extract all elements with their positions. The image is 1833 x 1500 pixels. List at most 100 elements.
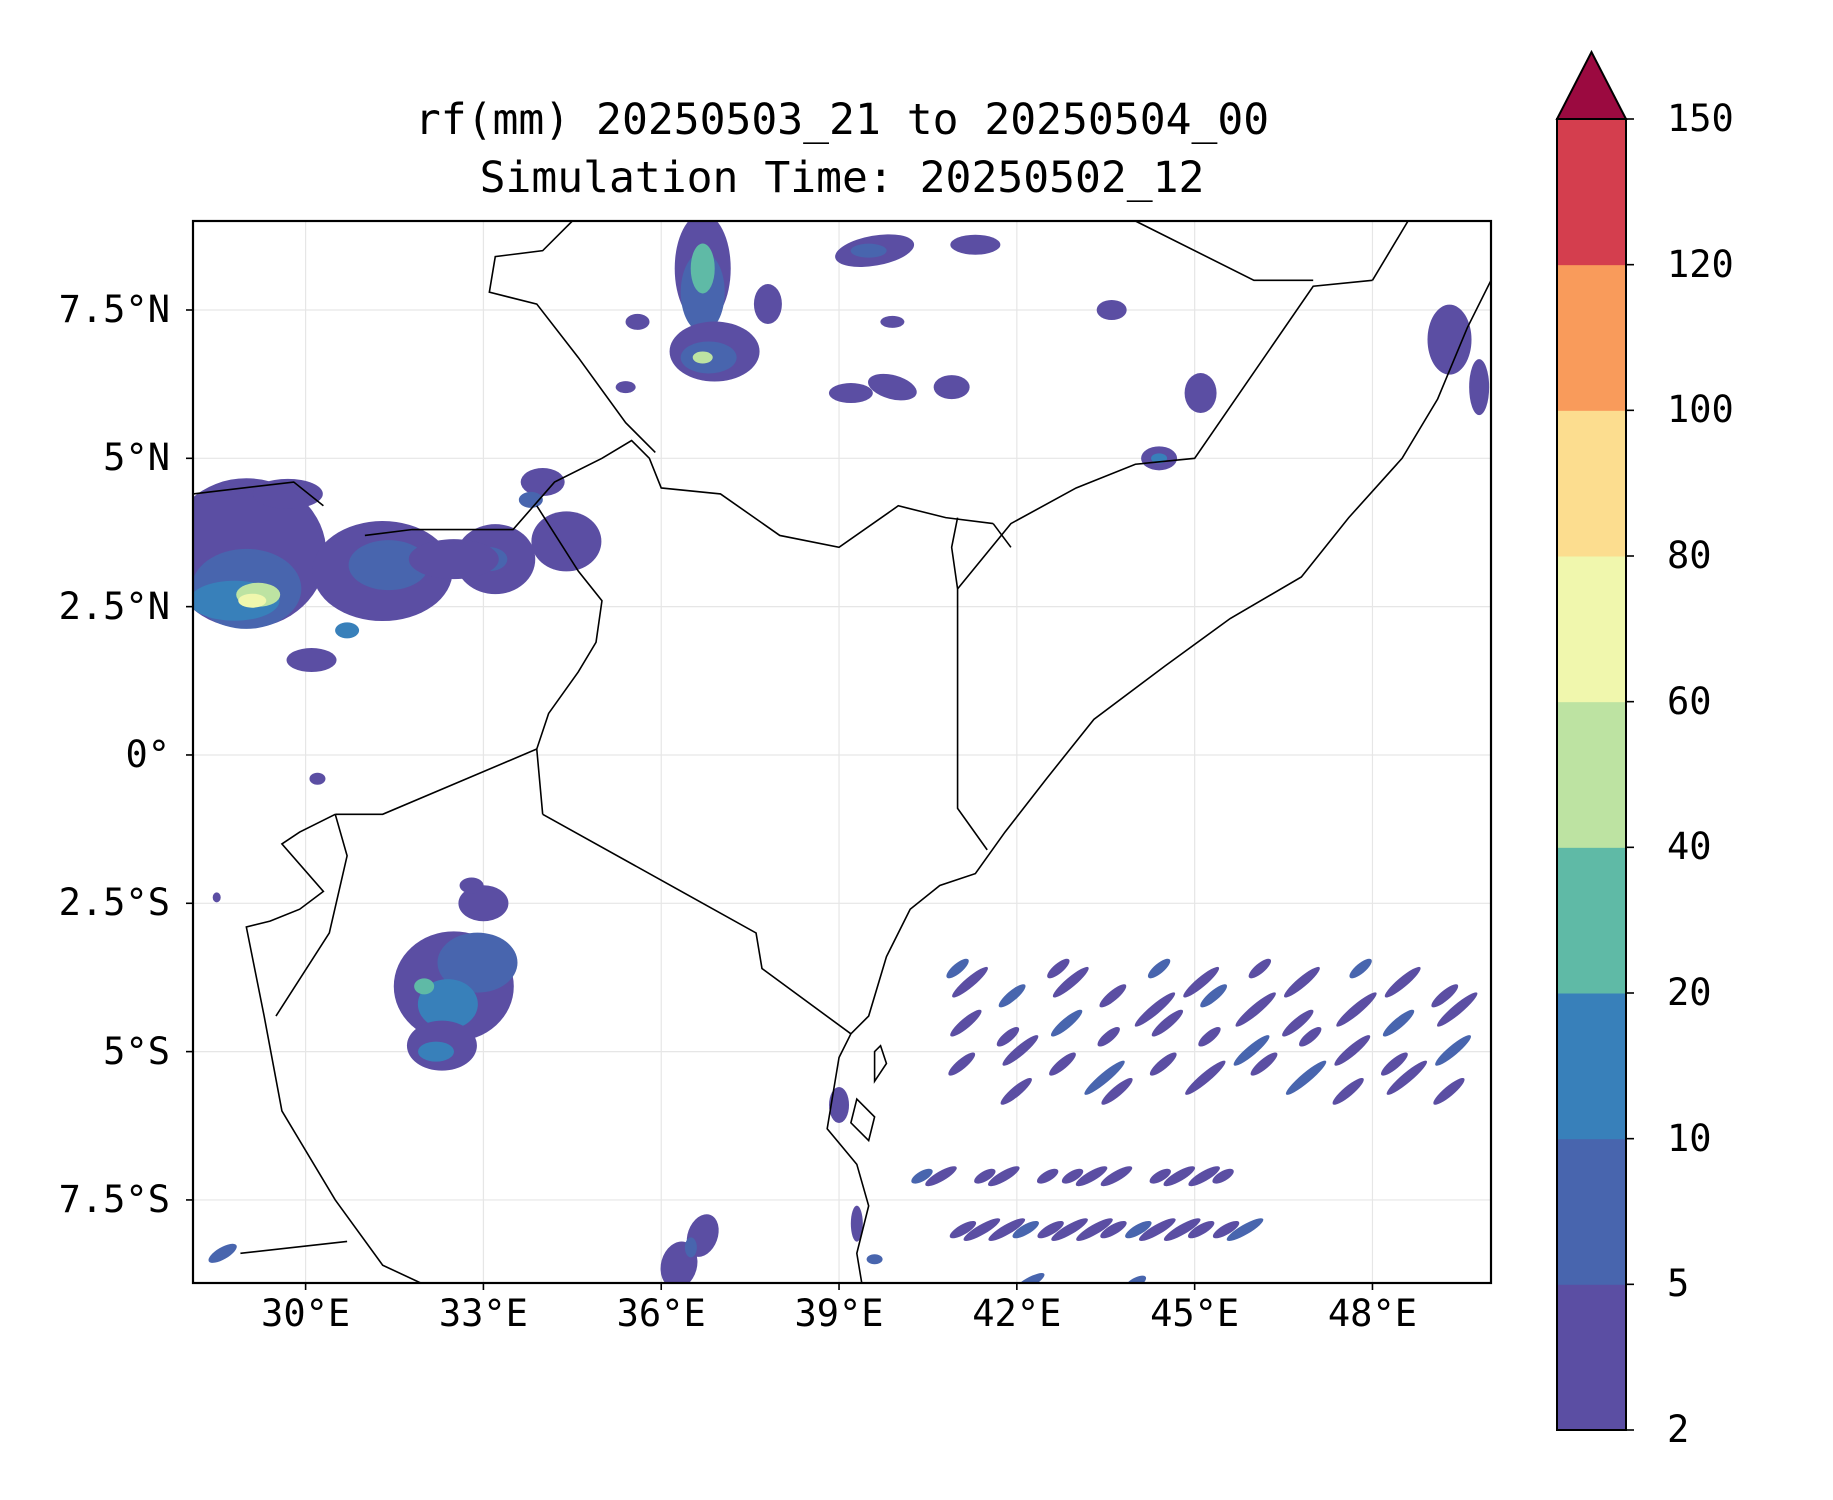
x-tick-label: 36°E <box>616 1292 706 1335</box>
colorbar-tick-label: 2 <box>1667 1408 1690 1451</box>
rain-cell <box>1431 984 1459 1008</box>
rain-cell <box>1076 1218 1113 1241</box>
x-tick-label: 48°E <box>1327 1292 1417 1335</box>
colorbar-tick-label: 20 <box>1667 971 1712 1014</box>
rain-cell <box>1084 1060 1125 1095</box>
y-tick-label: 0° <box>125 732 170 776</box>
rain-cell <box>1125 1220 1152 1239</box>
rain-cell <box>212 892 221 903</box>
rain-cell <box>1284 966 1320 998</box>
rain-cell <box>1386 1060 1428 1095</box>
rain-cell <box>1250 1052 1278 1076</box>
rain-cell <box>1096 299 1127 320</box>
y-tick-label: 7.5°S <box>58 1177 170 1221</box>
rain-cell <box>615 381 636 394</box>
rain-cell <box>1437 992 1478 1027</box>
rain-cell <box>1075 1166 1108 1187</box>
colorbar-tick-label: 60 <box>1667 679 1712 723</box>
y-tick-label: 5°N <box>103 436 170 480</box>
colorbar-segment <box>1557 1138 1626 1285</box>
rain-cell <box>1049 1052 1076 1076</box>
rain-cell <box>414 978 435 995</box>
rain-cell <box>418 1041 455 1062</box>
colorbar-tick-label: 80 <box>1667 534 1712 577</box>
rain-cell <box>1100 1220 1127 1239</box>
border-line <box>535 505 603 815</box>
rain-cell <box>880 315 905 328</box>
border-line <box>275 814 348 1017</box>
border-line <box>245 813 423 1283</box>
rain-cell <box>963 1218 1001 1241</box>
rain-cell <box>1299 1027 1322 1047</box>
rain-cell <box>1200 984 1228 1008</box>
rain-cell <box>1163 1166 1196 1187</box>
rain-cell <box>286 648 337 673</box>
rain-cell <box>1149 1168 1171 1184</box>
rain-cell <box>531 511 602 572</box>
colorbar-segment <box>1557 701 1626 848</box>
rain-cell <box>996 1027 1020 1047</box>
rain-cell <box>1000 1077 1032 1105</box>
colorbar-segment <box>1557 410 1626 557</box>
rain-cell <box>1101 1077 1133 1105</box>
rain-cell <box>437 932 518 993</box>
rain-cell <box>625 313 650 330</box>
rain-cell <box>684 1237 697 1258</box>
x-tick-label: 42°E <box>972 1292 1062 1335</box>
map-frame <box>191 219 1493 1285</box>
rain-cell <box>998 984 1026 1008</box>
border-line <box>240 1240 348 1255</box>
rain-cell <box>988 1218 1026 1241</box>
rain-cell <box>1248 958 1272 979</box>
rain-cell <box>1149 1052 1177 1076</box>
colorbar-segment <box>1557 1284 1626 1431</box>
y-tick-label: 7.5°N <box>58 287 170 331</box>
colorbar-tick-label: 10 <box>1667 1116 1712 1160</box>
rain-cell <box>1012 1273 1045 1283</box>
rain-cell <box>408 539 499 580</box>
rain-cell <box>974 1168 996 1184</box>
border-line <box>956 279 1373 590</box>
colorbar-tick-label: 100 <box>1667 388 1734 432</box>
colorbar-segment <box>1557 264 1626 411</box>
rainfall-contours <box>193 221 1490 1283</box>
rain-cell <box>1332 1077 1364 1105</box>
rain-cell <box>850 1205 863 1242</box>
rain-cell <box>238 593 267 608</box>
colorbar-tick-label: 120 <box>1667 242 1734 286</box>
rain-cell <box>828 383 873 404</box>
rain-cell <box>1433 1077 1465 1105</box>
colorbar-tick-label: 5 <box>1667 1262 1690 1306</box>
rain-cell <box>335 622 360 639</box>
rain-cell <box>1183 966 1220 998</box>
rain-cell <box>1061 1168 1084 1184</box>
border-line <box>335 748 538 816</box>
rain-cell <box>946 958 969 979</box>
rain-cell <box>252 478 323 509</box>
rain-cell <box>1124 1275 1147 1283</box>
border-line <box>488 221 656 453</box>
rain-cell <box>1212 1168 1234 1184</box>
colorbar-tick-label: 40 <box>1667 825 1712 869</box>
rain-cell <box>309 772 326 785</box>
rain-cell <box>1036 1168 1059 1184</box>
rain-cell <box>1184 373 1217 414</box>
rain-cell <box>1235 992 1276 1027</box>
y-tick-label: 2.5°N <box>58 584 170 628</box>
country-borders <box>193 221 1491 1283</box>
colorbar-tick-label: 150 <box>1667 97 1734 140</box>
rain-cell <box>1233 1035 1270 1066</box>
rain-cell <box>1187 1220 1215 1239</box>
rain-cell <box>1151 1009 1184 1037</box>
rain-cell <box>1198 1027 1221 1047</box>
rain-cell <box>692 351 713 364</box>
border-line <box>193 481 324 507</box>
rain-cell <box>1050 1009 1083 1037</box>
rain-cell <box>1002 1035 1039 1066</box>
plot-title-line2: Simulation Time: 20250502_12 <box>479 153 1205 203</box>
zanzibar-island <box>850 1097 876 1143</box>
x-tick-label: 30°E <box>261 1292 351 1335</box>
rain-cell <box>348 540 429 591</box>
colorbar-segment <box>1557 847 1626 994</box>
